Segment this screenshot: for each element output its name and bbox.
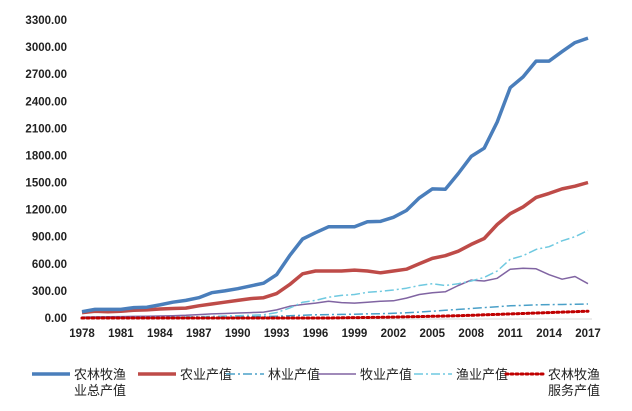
x-tick-label: 1993 bbox=[264, 328, 290, 340]
series-lines bbox=[80, 36, 590, 320]
legend-label: 服务产值 bbox=[548, 383, 600, 399]
x-tick-label: 1981 bbox=[108, 328, 134, 340]
y-tick-label: 0.00 bbox=[45, 313, 67, 325]
legend-label: 渔业产值 bbox=[456, 367, 508, 383]
legend-label: 农业产值 bbox=[180, 367, 232, 383]
y-tick-label: 2400.00 bbox=[25, 96, 67, 108]
series-line bbox=[81, 36, 589, 314]
x-tick-label: 2002 bbox=[381, 328, 407, 340]
x-tick-label: 2008 bbox=[458, 328, 484, 340]
series-line bbox=[82, 303, 589, 319]
x-tick-label: 1999 bbox=[342, 328, 368, 340]
series-line bbox=[80, 309, 590, 320]
legend-label: 林业产值 bbox=[268, 367, 320, 383]
y-tick-label: 1200.00 bbox=[25, 205, 67, 217]
y-tick-label: 900.00 bbox=[32, 232, 67, 244]
y-tick-label: 1800.00 bbox=[25, 150, 67, 162]
x-axis-ticks: 1978 1981 1984 1987 1990 1993 1996 1999 2002 2005… bbox=[69, 328, 601, 340]
y-tick-label: 300.00 bbox=[32, 286, 67, 298]
x-tick-label: 2017 bbox=[575, 328, 601, 340]
series-line bbox=[81, 229, 589, 319]
legend-label: 牧业产值 bbox=[360, 367, 412, 383]
x-tick-label: 1996 bbox=[303, 328, 329, 340]
series-line bbox=[81, 267, 589, 318]
y-tick-label: 2100.00 bbox=[25, 123, 67, 135]
y-tick-label: 600.00 bbox=[32, 259, 67, 271]
y-tick-label: 1500.00 bbox=[25, 178, 67, 190]
series-line bbox=[81, 180, 589, 315]
y-tick-label: 3300.00 bbox=[25, 15, 67, 27]
y-axis-ticks: 0.00 300.00 600.00 900.00 1200.00 1500.00 1800… bbox=[25, 15, 67, 325]
y-tick-label: 3000.00 bbox=[25, 42, 67, 54]
legend-label: 业总产值 bbox=[74, 383, 126, 399]
y-tick-label: 2700.00 bbox=[25, 69, 67, 81]
x-tick-label: 1978 bbox=[69, 328, 95, 340]
x-tick-label: 1990 bbox=[225, 328, 251, 340]
legend-label: 农林牧渔 bbox=[548, 368, 600, 383]
x-tick-label: 1987 bbox=[186, 328, 212, 340]
legend-label: 农林牧渔 bbox=[74, 368, 126, 383]
x-tick-label: 2011 bbox=[498, 328, 524, 340]
x-tick-label: 2014 bbox=[536, 328, 562, 340]
x-tick-label: 1984 bbox=[147, 328, 173, 340]
x-tick-label: 2005 bbox=[420, 328, 446, 340]
